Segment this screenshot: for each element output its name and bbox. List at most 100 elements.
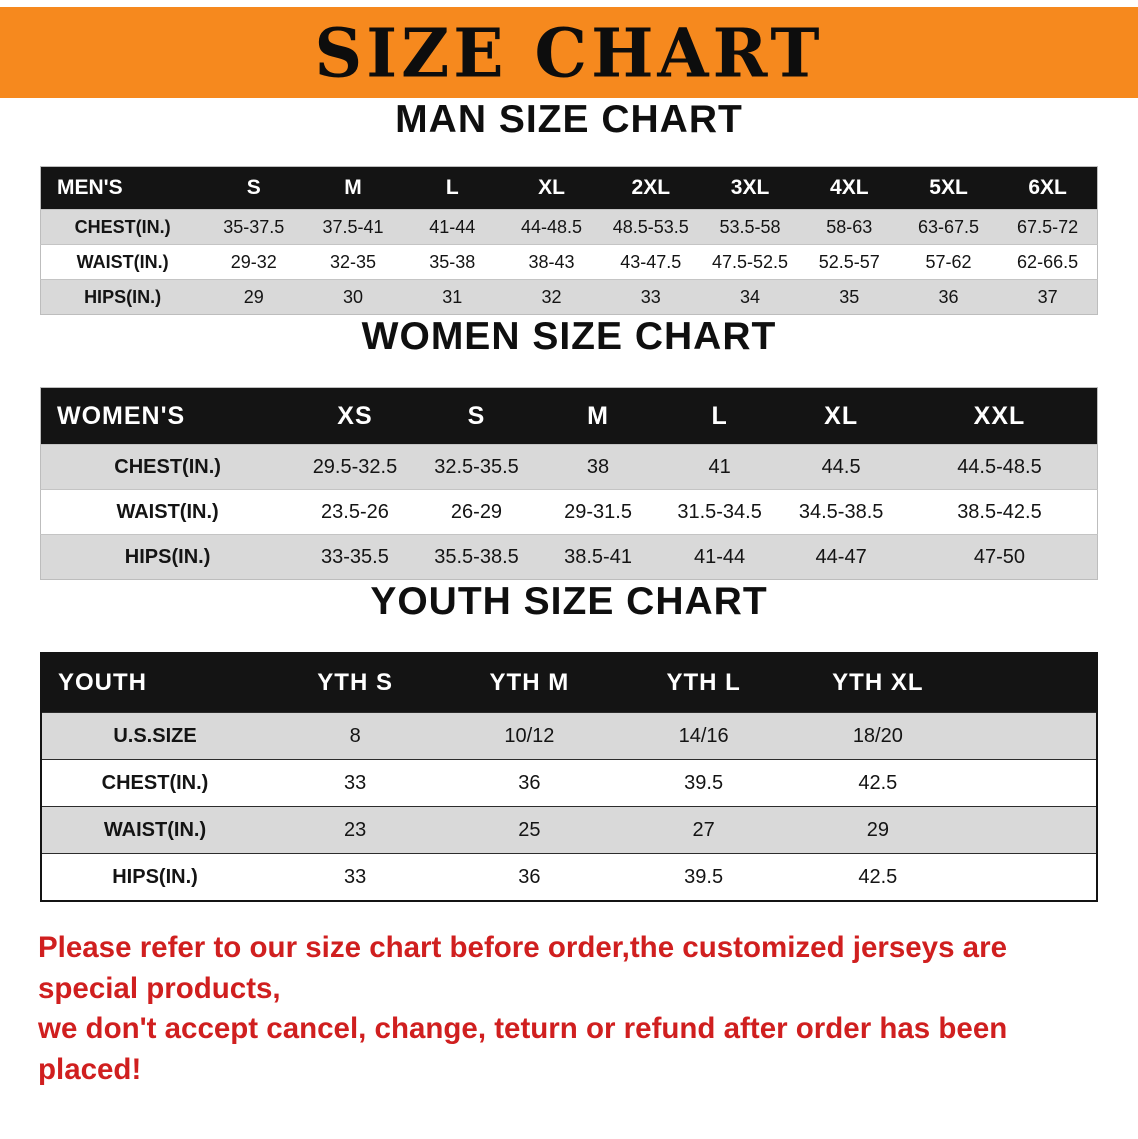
table-category-header: WOMEN'S [40,387,295,445]
men-section: MAN SIZE CHART MEN'S S M L XL 2XL 3XL 4XL 5XL 6XL… [0,98,1138,315]
size-column-header [964,653,1097,713]
size-value: 36 [442,759,617,807]
table-row: CHEST(IN.) 29.5-32.5 32.5-35.5 38 41 44.5 44.5… [40,444,1098,490]
table-row: WAIST(IN.) 23 25 27 29 [41,806,1097,854]
table-row: U.S.SIZE 8 10/12 14/16 18/20 [41,712,1097,760]
size-value: 33-35.5 [294,534,416,580]
size-value: 25 [442,806,617,854]
table-row: CHEST(IN.) 35-37.5 37.5-41 41-44 44-48.5 48.5… [40,209,1098,245]
women-size-table: WOMEN'S XS S M L XL XXL CHEST(IN.) 29.5-32.5 32.5… [40,387,1098,580]
size-value: 31.5-34.5 [658,489,781,535]
disclaimer-line-1: Please refer to our size chart before or… [38,931,1007,1005]
table-row: WAIST(IN.) 23.5-26 26-29 29-31.5 31.5-34.5 34… [40,489,1098,535]
size-value: 41-44 [402,209,502,245]
size-column-header: 6XL [998,166,1098,210]
size-value [964,853,1097,901]
disclaimer-line-2: we don't accept cancel, change, teturn o… [38,1012,1008,1087]
size-value: 10/12 [442,712,617,760]
size-value: 34.5-38.5 [780,489,902,535]
size-column-header: YTH S [268,653,443,713]
size-value: 53.5-58 [700,209,800,245]
size-value: 48.5-53.5 [601,209,701,245]
measurement-row-label: WAIST(IN.) [41,806,269,854]
size-column-header: 5XL [898,166,999,210]
table-header-row: WOMEN'S XS S M L XL XXL [40,387,1098,445]
size-value: 35-37.5 [204,209,304,245]
size-value: 27 [616,806,791,854]
size-column-header: M [303,166,403,210]
size-value: 35.5-38.5 [415,534,538,580]
size-value: 63-67.5 [898,209,999,245]
measurement-row-label: CHEST(IN.) [40,444,295,490]
size-value: 44.5-48.5 [901,444,1098,490]
table-header-row: YOUTH YTH S YTH M YTH L YTH XL [41,653,1097,713]
size-value: 44-47 [780,534,902,580]
size-value: 38.5-42.5 [901,489,1098,535]
size-value: 23.5-26 [294,489,416,535]
size-column-header: YTH XL [790,653,965,713]
size-table: WOMEN'S XS S M L XL XXL CHEST(IN.) 29.5-32.5 32.5… [40,387,1098,580]
size-column-header: XL [501,166,602,210]
size-value: 44.5 [780,444,902,490]
size-value: 36 [442,853,617,901]
size-value: 33 [601,279,701,315]
size-value: 47.5-52.5 [700,244,800,280]
men-size-table: MEN'S S M L XL 2XL 3XL 4XL 5XL 6XL CHEST(IN.) 35-37… [40,166,1098,315]
table-row: WAIST(IN.) 29-32 32-35 35-38 38-43 43-47.5 47.… [40,244,1098,280]
measurement-row-label: HIPS(IN.) [40,534,295,580]
size-column-header: L [402,166,502,210]
size-value: 62-66.5 [998,244,1098,280]
size-value: 29 [790,806,965,854]
banner: SIZE CHART [0,7,1138,98]
size-column-header: XXL [901,387,1098,445]
size-value: 30 [303,279,403,315]
size-value: 23 [268,806,443,854]
table-row: CHEST(IN.) 33 36 39.5 42.5 [41,759,1097,807]
measurement-row-label: WAIST(IN.) [40,244,205,280]
size-value: 41 [658,444,781,490]
women-section: WOMEN SIZE CHART WOMEN'S XS S M L XL XXL CHEST(… [0,315,1138,580]
size-value: 42.5 [790,759,965,807]
measurement-row-label: CHEST(IN.) [40,209,205,245]
size-column-header: 2XL [601,166,701,210]
size-value: 42.5 [790,853,965,901]
size-value: 33 [268,853,443,901]
measurement-row-label: HIPS(IN.) [41,853,269,901]
size-value: 37.5-41 [303,209,403,245]
size-value [964,806,1097,854]
size-value: 29 [204,279,304,315]
size-value: 31 [402,279,502,315]
size-value: 18/20 [790,712,965,760]
youth-section-heading: YOUTH SIZE CHART [370,580,768,623]
size-column-header: 4XL [799,166,899,210]
size-value: 57-62 [898,244,999,280]
table-row: HIPS(IN.) 29 30 31 32 33 34 35 36 37 [40,279,1098,315]
size-column-header: 3XL [700,166,800,210]
measurement-row-label: WAIST(IN.) [40,489,295,535]
size-value: 8 [268,712,443,760]
measurement-row-label: HIPS(IN.) [40,279,205,315]
size-value: 38.5-41 [537,534,659,580]
size-value: 32.5-35.5 [415,444,538,490]
table-category-header: MEN'S [40,166,205,210]
size-value: 58-63 [799,209,899,245]
measurement-row-label: CHEST(IN.) [41,759,269,807]
size-value: 26-29 [415,489,538,535]
size-value: 43-47.5 [601,244,701,280]
size-value: 14/16 [616,712,791,760]
size-table: MEN'S S M L XL 2XL 3XL 4XL 5XL 6XL CHEST(IN.) 35-37… [40,166,1098,315]
size-column-header: S [415,387,538,445]
size-value: 35 [799,279,899,315]
table-header-row: MEN'S S M L XL 2XL 3XL 4XL 5XL 6XL [40,166,1098,210]
size-value: 39.5 [616,853,791,901]
measurement-row-label: U.S.SIZE [41,712,269,760]
page-title: SIZE CHART [314,12,824,93]
size-value: 29-31.5 [537,489,659,535]
size-value [964,759,1097,807]
size-value: 67.5-72 [998,209,1098,245]
youth-size-table: YOUTH YTH S YTH M YTH L YTH XL U.S.SIZE 8 10/12… [40,652,1098,902]
size-value: 29.5-32.5 [294,444,416,490]
disclaimer: Please refer to our size chart before or… [38,928,1100,1091]
table-category-header: YOUTH [41,653,269,713]
youth-section: YOUTH SIZE CHART YOUTH YTH S YTH M YTH L YTH… [0,580,1138,902]
